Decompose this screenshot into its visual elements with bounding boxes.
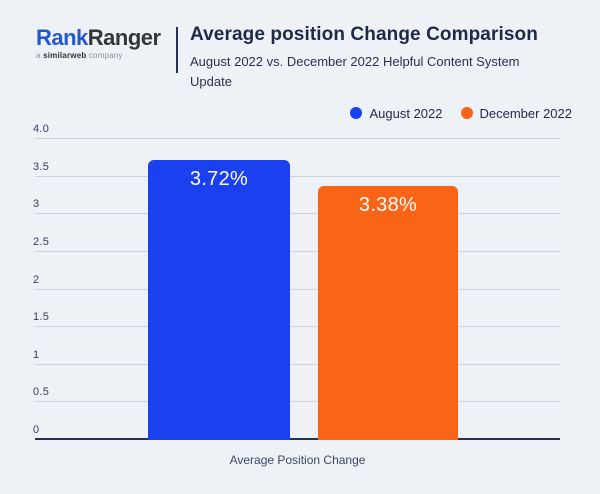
gridline bbox=[35, 138, 560, 139]
gridline bbox=[35, 363, 560, 365]
gridline bbox=[35, 213, 560, 215]
y-tick-label: 0.5 bbox=[33, 386, 50, 399]
chart-legend: August 2022 December 2022 bbox=[350, 104, 572, 122]
legend-item: December 2022 bbox=[460, 105, 573, 121]
legend-dot-icon bbox=[460, 107, 473, 119]
gridline bbox=[35, 401, 560, 403]
logo-tagline: a similarweb company bbox=[36, 52, 161, 60]
y-tick-label: 1.5 bbox=[33, 311, 50, 324]
bar-december-2022: 3.38% bbox=[318, 185, 458, 440]
gridline bbox=[35, 288, 560, 290]
logo-ranger-text: Ranger bbox=[87, 25, 161, 50]
plot-area: 4.0 3.5 3 2.5 2 1.5 1 0.5 0 3.72% 3.38% bbox=[33, 123, 560, 440]
x-axis-line bbox=[35, 438, 560, 440]
logo-wordmark: RankRanger bbox=[36, 27, 161, 49]
y-tick-label: 3.5 bbox=[33, 160, 50, 173]
title-block: Average position Change Comparison Augus… bbox=[190, 24, 562, 91]
tagline-brand: similarweb bbox=[43, 51, 87, 60]
y-tick-label: 4.0 bbox=[33, 123, 50, 135]
title-divider bbox=[176, 27, 178, 73]
rankranger-logo: RankRanger a similarweb company bbox=[36, 27, 161, 60]
tagline-suffix: company bbox=[86, 51, 123, 60]
tagline-prefix: a bbox=[36, 51, 44, 60]
bar-value-label: 3.72% bbox=[189, 168, 249, 191]
y-tick-label: 2.5 bbox=[33, 235, 50, 248]
page-title: Average position Change Comparison bbox=[190, 24, 538, 45]
logo-rank-text: Rank bbox=[36, 25, 88, 50]
y-tick-label: 3 bbox=[33, 198, 40, 211]
legend-dot-icon bbox=[350, 107, 363, 119]
legend-item: August 2022 bbox=[350, 105, 443, 121]
page-subtitle: August 2022 vs. December 2022 Helpful Co… bbox=[190, 54, 520, 89]
legend-label: August 2022 bbox=[369, 105, 443, 121]
gridline bbox=[35, 175, 560, 177]
y-tick-label: 0 bbox=[33, 424, 40, 436]
x-axis-label: Average Position Change bbox=[229, 453, 366, 467]
gridline bbox=[35, 250, 560, 252]
y-tick-label: 2 bbox=[33, 273, 40, 286]
bar-august-2022: 3.72% bbox=[148, 160, 290, 440]
y-tick-label: 1 bbox=[33, 348, 40, 361]
legend-label: December 2022 bbox=[479, 105, 573, 121]
bar-value-label: 3.38% bbox=[358, 193, 418, 216]
gridline bbox=[35, 326, 560, 328]
